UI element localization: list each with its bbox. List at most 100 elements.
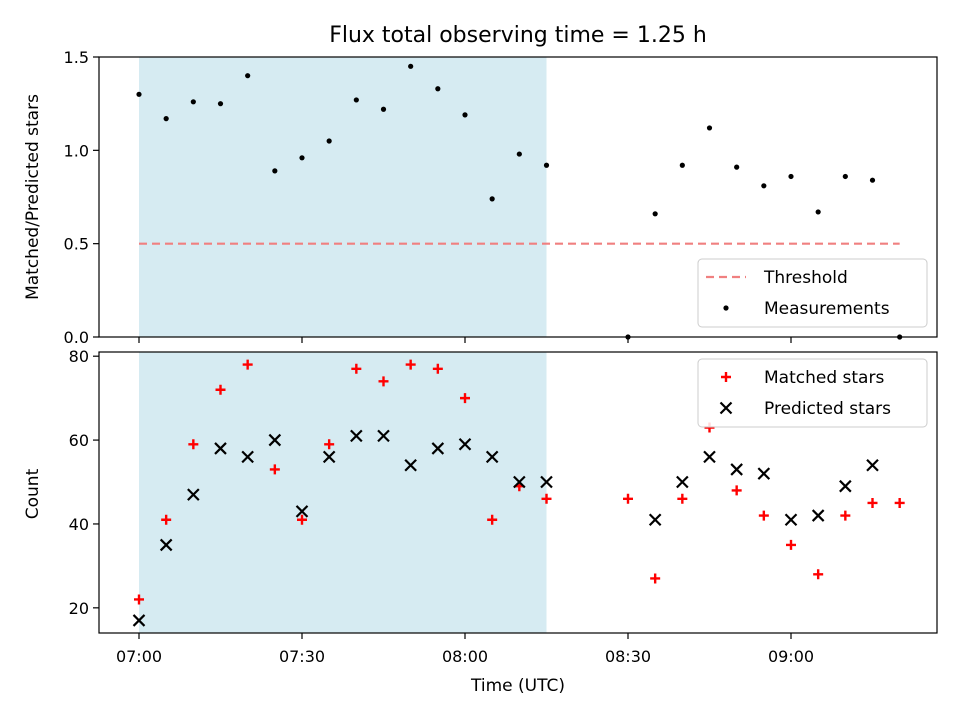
y-tick-label: 20 [69,599,89,618]
measurement-point [272,168,278,174]
matched-star-point [460,393,470,404]
measurement-point [869,177,876,183]
matched-star-point [432,363,443,374]
x-tick-label: 09:00 [768,647,814,666]
matched-star-point [758,510,769,521]
legend-measurement-swatch [723,305,729,311]
observing-span-shade [139,352,547,633]
predicted-star-point [757,467,771,480]
predicted-star-point [322,450,336,464]
predicted-star-point [268,433,282,447]
measurement-point [734,164,740,170]
matched-star-point [623,493,633,504]
bottom-ylabel: Count [23,468,43,519]
matched-star-point [813,569,824,580]
y-tick-label: 60 [69,431,89,450]
measurement-point [788,173,794,180]
y-tick-label: 1.0 [64,141,89,160]
y-tick-label: 80 [69,347,89,366]
legend-predicted-swatch [719,401,733,415]
measurement-point [435,86,441,92]
predicted-star-point [730,463,743,476]
measurement-point [761,183,767,189]
matched-star-point [161,514,172,525]
bottom-panel: 20 40 60 80 07:00 07:30 08:00 08:30 09:00 Matched… [69,347,938,666]
legend: Matched stars Predicted stars [697,358,928,428]
legend-label: Matched stars [764,368,884,388]
y-tick-label: 0.5 [64,235,89,254]
top-ylabel: Matched/Predicted stars [23,94,43,300]
top-panel: 0.0 0.5 1.0 1.5 Threshold Measurements [64,48,938,347]
legend-box [697,358,928,428]
matched-star-point [650,573,661,584]
measurement-point [299,155,305,161]
predicted-star-point [404,458,417,472]
matched-star-point [188,439,199,450]
measurement-point [516,151,522,157]
predicted-star-point [485,450,499,464]
predicted-star-point [350,429,363,443]
predicted-star-point [513,475,526,489]
predicted-star-point [458,437,472,451]
measurement-point [408,63,414,69]
axes-frame [98,56,938,338]
matched-star-point [215,384,226,395]
axes-frame [98,351,938,634]
matched-star-point [324,439,335,450]
legend-label: Measurements [764,299,890,319]
predicted-star-point [295,505,309,518]
measurement-point [217,101,224,107]
predicted-star-point [241,450,254,464]
predicted-star-point [431,442,445,455]
matched-star-point [405,359,416,370]
measurement-point [815,209,821,215]
matched-star-point [786,539,796,550]
measurement-point [190,99,196,105]
y-tick-label: 40 [69,515,89,534]
measurement-point [842,173,848,180]
measurement-point [679,162,685,168]
observing-span-shade [139,57,547,337]
matched-star-point [378,376,389,387]
legend-matched-swatch [721,372,731,382]
predicted-star-point [187,488,200,501]
matched-star-point [134,594,144,605]
x-tick-label: 08:30 [605,647,651,666]
matched-star-point [677,493,688,504]
predicted-star-point [676,475,689,489]
y-tick-label: 0.0 [64,328,89,347]
matched-star-point [731,485,742,496]
matched-star-point [269,464,280,475]
predicted-star-point [839,479,852,493]
legend-label: Threshold [763,268,848,288]
predicted-star-point [811,509,825,522]
measurement-point [543,162,550,168]
matched-star-point [894,497,905,508]
predicted-star-point [866,458,879,472]
predicted-star-point [214,442,227,455]
predicted-star-point [132,614,146,627]
x-tick-label: 07:00 [116,647,162,666]
y-tick-label: 1.5 [64,48,89,67]
legend-label: Predicted stars [764,399,891,419]
legend-box [697,258,928,328]
x-tick-label: 08:00 [442,647,488,666]
measurement-point [245,73,251,79]
matched-star-point [840,510,851,521]
measurement-point [326,138,332,144]
predicted-star-point [703,450,716,464]
predicted-star-point [540,475,553,489]
measurement-point [380,106,387,112]
x-axis-label: Time (UTC) [470,676,565,696]
measurement-point [462,112,468,118]
measurement-point [136,91,142,97]
matched-star-point [297,514,307,525]
matched-star-point [541,493,552,504]
predicted-star-point [159,538,173,552]
legend: Threshold Measurements [697,258,928,328]
matched-star-point [242,359,253,370]
matched-star-point [487,514,498,525]
x-tick-label: 07:30 [279,647,325,666]
measurement-point [489,196,495,202]
